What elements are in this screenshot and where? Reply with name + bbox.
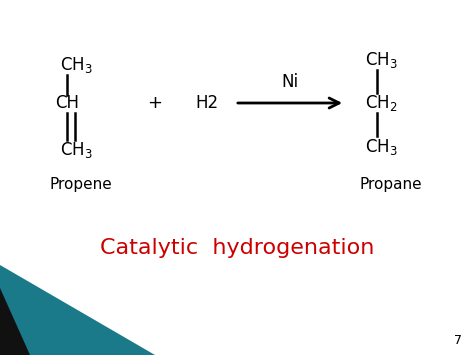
Text: CH: CH xyxy=(55,94,79,112)
Text: CH$_2$: CH$_2$ xyxy=(365,93,398,113)
Text: CH$_3$: CH$_3$ xyxy=(60,55,93,75)
Text: H2: H2 xyxy=(195,94,218,112)
Text: Ni: Ni xyxy=(282,73,299,91)
Text: CH$_3$: CH$_3$ xyxy=(365,50,398,70)
Text: 7: 7 xyxy=(454,333,462,346)
Text: Propane: Propane xyxy=(360,178,423,192)
Text: Catalytic  hydrogenation: Catalytic hydrogenation xyxy=(100,238,374,258)
Polygon shape xyxy=(0,288,30,355)
Text: +: + xyxy=(147,94,163,112)
Text: CH$_3$: CH$_3$ xyxy=(365,137,398,157)
Text: Propene: Propene xyxy=(50,178,113,192)
Text: CH$_3$: CH$_3$ xyxy=(60,140,93,160)
Polygon shape xyxy=(0,265,155,355)
